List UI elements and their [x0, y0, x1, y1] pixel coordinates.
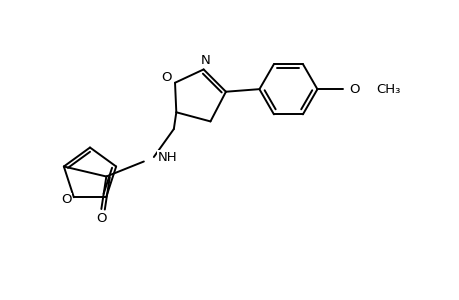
Text: O: O: [349, 83, 359, 96]
Text: NH: NH: [157, 151, 177, 164]
Text: O: O: [61, 193, 72, 206]
Text: N: N: [201, 54, 211, 67]
Text: CH₃: CH₃: [375, 83, 399, 96]
Text: O: O: [161, 71, 171, 84]
Text: O: O: [96, 212, 106, 224]
